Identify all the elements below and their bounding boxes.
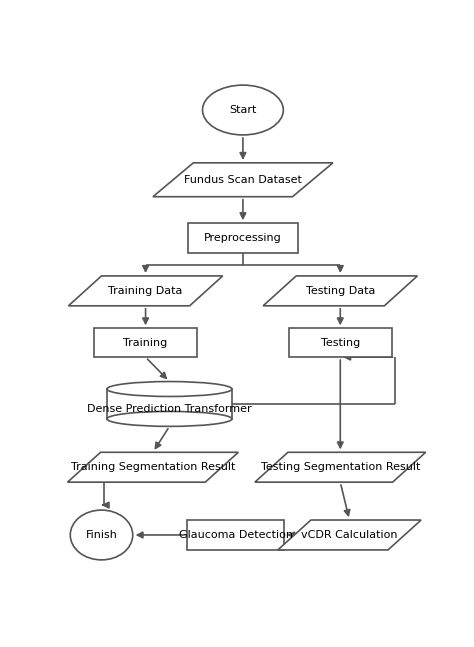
Polygon shape xyxy=(68,276,223,306)
Text: Training Data: Training Data xyxy=(109,286,183,296)
Bar xyxy=(289,328,392,357)
Polygon shape xyxy=(153,163,333,197)
Bar xyxy=(94,328,197,357)
Text: Start: Start xyxy=(229,105,256,115)
Text: Preprocessing: Preprocessing xyxy=(204,233,282,243)
Text: Training Segmentation Result: Training Segmentation Result xyxy=(71,462,235,472)
Bar xyxy=(187,520,284,550)
Polygon shape xyxy=(263,276,418,306)
Ellipse shape xyxy=(70,510,133,560)
Polygon shape xyxy=(255,452,426,482)
Text: Fundus Scan Dataset: Fundus Scan Dataset xyxy=(184,175,302,185)
Text: Dense Prediction Transformer: Dense Prediction Transformer xyxy=(87,404,252,414)
Polygon shape xyxy=(67,452,238,482)
Bar xyxy=(188,223,298,253)
Text: Finish: Finish xyxy=(86,530,118,540)
Bar xyxy=(107,389,232,419)
Text: Testing Segmentation Result: Testing Segmentation Result xyxy=(261,462,420,472)
Text: Training: Training xyxy=(123,338,168,347)
Ellipse shape xyxy=(107,382,232,397)
Text: Testing Data: Testing Data xyxy=(306,286,375,296)
Ellipse shape xyxy=(107,411,232,426)
Text: Testing: Testing xyxy=(320,338,360,347)
Polygon shape xyxy=(278,520,421,550)
Text: Glaucoma Detection: Glaucoma Detection xyxy=(179,530,292,540)
Ellipse shape xyxy=(202,85,283,135)
Text: vCDR Calculation: vCDR Calculation xyxy=(301,530,398,540)
